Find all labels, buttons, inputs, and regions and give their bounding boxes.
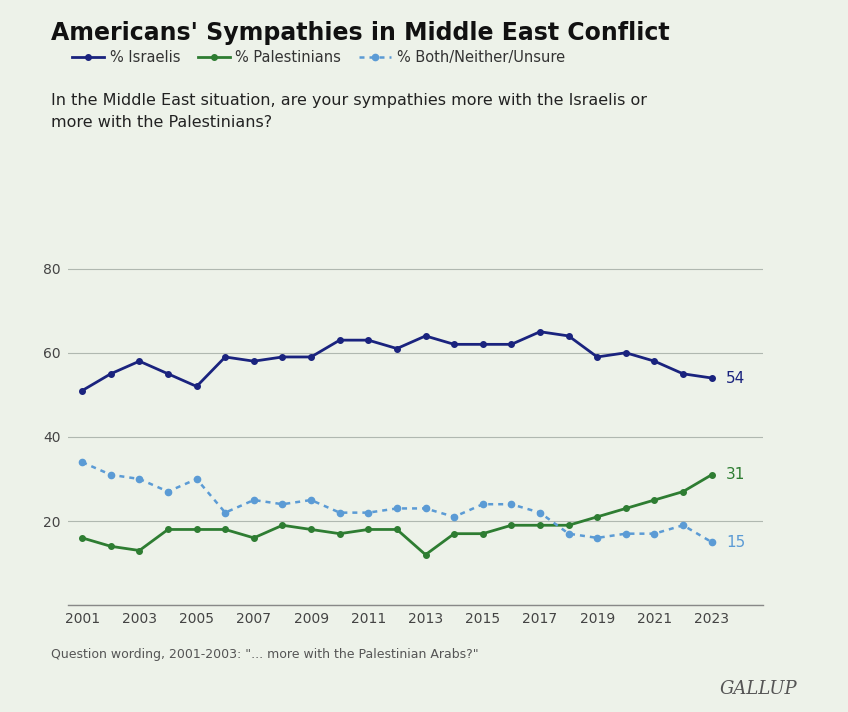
Text: 54: 54 — [726, 370, 745, 385]
Text: Question wording, 2001-2003: "... more with the Palestinian Arabs?": Question wording, 2001-2003: "... more w… — [51, 648, 478, 661]
Legend: % Israelis, % Palestinians, % Both/Neither/Unsure: % Israelis, % Palestinians, % Both/Neith… — [71, 50, 565, 65]
Text: In the Middle East situation, are your sympathies more with the Israelis or
more: In the Middle East situation, are your s… — [51, 93, 647, 130]
Text: Americans' Sympathies in Middle East Conflict: Americans' Sympathies in Middle East Con… — [51, 21, 670, 46]
Text: GALLUP: GALLUP — [719, 680, 797, 698]
Text: 31: 31 — [726, 467, 745, 482]
Text: 15: 15 — [726, 535, 745, 550]
